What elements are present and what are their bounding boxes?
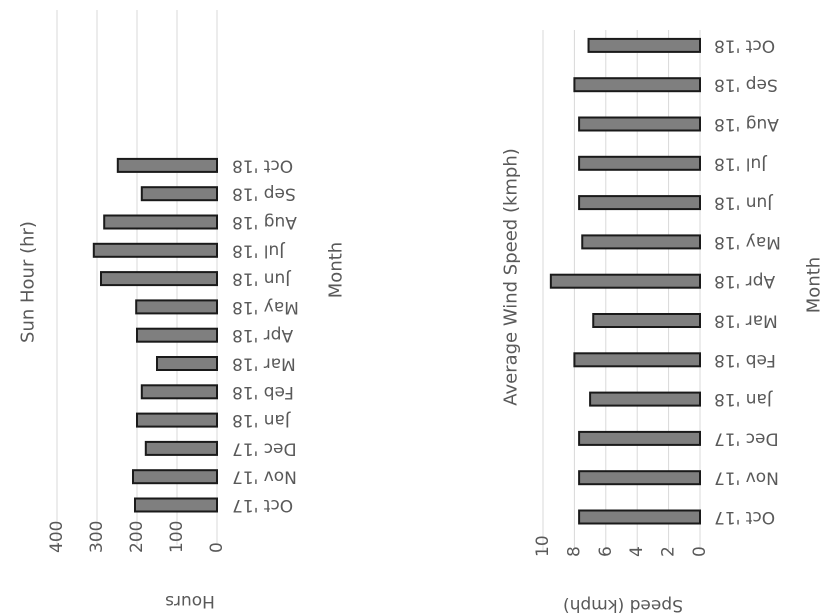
bar [578, 116, 701, 132]
value-axis-title: Hours [165, 591, 215, 611]
category-tick-label: Dec '17 [232, 438, 297, 458]
category-tick-label: Jul '18 [232, 240, 285, 260]
value-tick-label: 400 [47, 521, 67, 553]
category-tick-label: Aug '18 [714, 114, 779, 134]
category-tick-label: Apr '18 [232, 325, 293, 345]
bar [116, 157, 218, 173]
chart-title: Average Wind Speed (kmph) [501, 148, 522, 406]
value-tick-label: 100 [167, 521, 187, 553]
bar [136, 327, 218, 343]
category-axis-title: Month [326, 242, 347, 298]
value-tick-label: 6 [596, 546, 616, 557]
category-tick-label: Sep '18 [714, 75, 778, 95]
category-tick-label: Nov '17 [232, 467, 297, 487]
bar [140, 384, 218, 400]
category-tick-label: Apr '18 [714, 271, 775, 291]
bar [578, 430, 701, 446]
bar [135, 299, 218, 315]
bar [132, 469, 218, 485]
category-tick-label: Oct '17 [232, 495, 293, 515]
bar [573, 352, 702, 368]
bar [144, 440, 218, 456]
category-tick-label: Jan '18 [714, 389, 773, 409]
bar [134, 497, 218, 513]
value-tick-label: 200 [127, 521, 147, 553]
bar [592, 313, 701, 328]
category-tick-label: Mar '18 [232, 354, 296, 374]
value-tick-label: 0 [690, 546, 710, 557]
bar [581, 234, 701, 250]
category-tick-label: Oct '18 [232, 155, 293, 175]
bar [156, 356, 218, 371]
category-tick-label: Feb '18 [714, 350, 776, 370]
bar [578, 509, 701, 525]
bar [92, 242, 218, 258]
value-tick-label: 4 [627, 546, 647, 557]
bar [589, 391, 701, 407]
bar [587, 37, 702, 53]
bar [103, 214, 218, 230]
category-tick-label: Feb '18 [232, 382, 294, 402]
bar [140, 186, 218, 202]
category-tick-label: Dec '17 [714, 428, 779, 448]
category-axis-title: Month [804, 257, 823, 313]
category-tick-label: Sep '18 [232, 184, 296, 204]
category-tick-label: Jun '18 [232, 269, 291, 289]
value-tick-label: 10 [533, 535, 553, 557]
value-tick-label: 300 [87, 521, 107, 553]
sun-hour-chart: 0 100 200 300 400 Oct '17 Nov '17 Dec '17 Jan '1… [18, 10, 347, 611]
category-tick-label: Mar '18 [714, 311, 778, 331]
chart-title: Sun Hour (hr) [18, 221, 39, 343]
value-tick-label: 0 [207, 542, 227, 553]
category-tick-label: Aug '18 [232, 212, 297, 232]
bar [136, 412, 218, 428]
category-tick-label: Nov '17 [714, 468, 779, 488]
value-tick-label: 8 [564, 546, 584, 557]
bar [578, 195, 701, 211]
value-axis-title: Speed (kmph) [563, 595, 683, 614]
category-tick-label: Oct '18 [714, 35, 775, 55]
bar [578, 155, 701, 171]
category-tick-label: Oct '17 [714, 507, 775, 527]
bar [578, 470, 701, 486]
category-tick-label: May '18 [232, 297, 299, 317]
bar [549, 273, 701, 289]
category-tick-label: Jan '18 [232, 410, 291, 430]
category-tick-label: May '18 [714, 232, 781, 252]
category-tick-label: Jul '18 [714, 153, 767, 173]
value-tick-label: 2 [659, 546, 679, 557]
wind-speed-chart: 02 46 8 10 Oct '17 Nov '17 Dec '17 Jan '18 Feb '… [501, 30, 823, 614]
bar [573, 77, 702, 93]
category-tick-label: Jun '18 [714, 193, 773, 213]
bar [100, 271, 218, 287]
